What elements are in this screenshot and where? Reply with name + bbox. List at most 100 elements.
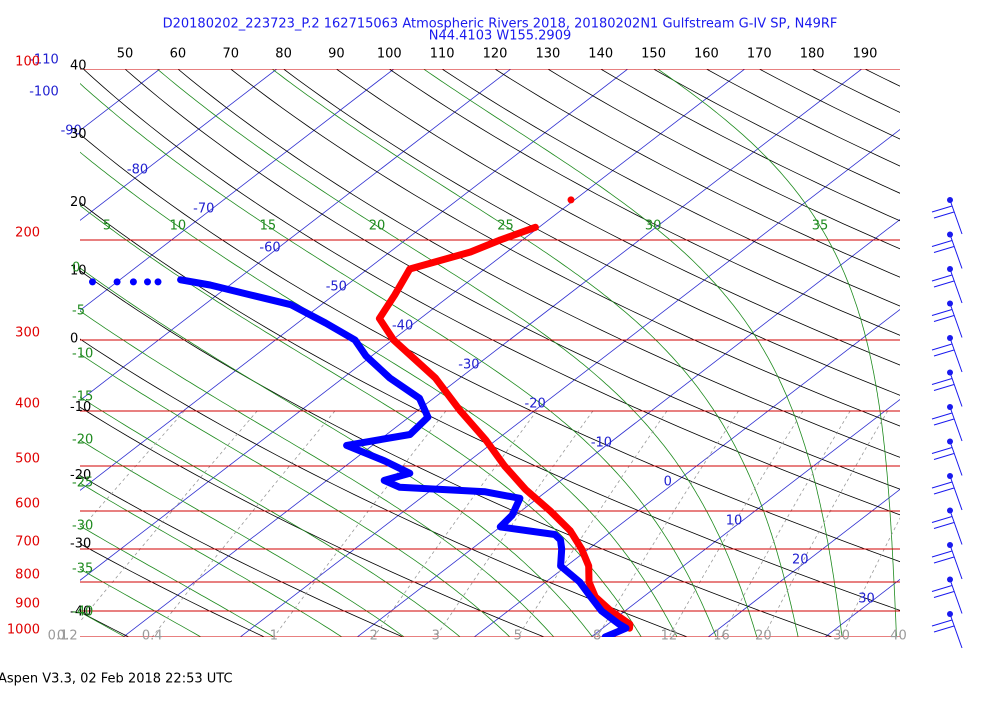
- mixing-ratio-label: 16: [713, 629, 730, 644]
- dry-adiabat-label: 150: [641, 47, 666, 62]
- barb-dot: [947, 232, 953, 238]
- barb-flag: [932, 413, 952, 419]
- barb-flag: [932, 310, 952, 316]
- dry-adiabat-label: 180: [800, 47, 825, 62]
- barb-flag: [932, 206, 952, 212]
- moist-adiabat-label: -25: [72, 476, 93, 491]
- dry-adiabat: [0, 69, 291, 649]
- pressure-label: 700: [15, 535, 40, 550]
- barb-dot: [947, 508, 953, 514]
- dry-adiabat-label: 110: [430, 47, 455, 62]
- dry-adiabat-label: 70: [222, 47, 239, 62]
- sounding-profile: [379, 200, 630, 628]
- isotherm-label: -10: [591, 436, 612, 451]
- isotherm-label: -60: [259, 241, 280, 256]
- barb-staff: [950, 476, 962, 510]
- moist-adiabat-label: -40: [72, 605, 93, 620]
- dry-adiabat-label: 160: [694, 47, 719, 62]
- barb-flag: [934, 385, 954, 391]
- mixing-ratio-label: 5: [514, 629, 522, 644]
- moist-adiabat-label: 35: [812, 219, 829, 234]
- barb-flag: [934, 454, 954, 460]
- barb-flag: [932, 620, 952, 626]
- barb-dot: [947, 266, 953, 272]
- mixing-ratio-label: 12: [661, 629, 678, 644]
- dry-adiabat-label: 0: [70, 332, 78, 347]
- isotherm-label: -40: [392, 319, 413, 334]
- moist-adiabat-label: -30: [72, 519, 93, 534]
- dry-adiabat-label: 30: [70, 127, 87, 142]
- isotherm-label: -100: [29, 85, 59, 100]
- barb-flag: [934, 350, 954, 356]
- dry-adiabat-label: -30: [70, 536, 91, 551]
- barb-flag: [934, 247, 954, 253]
- barb-flag: [934, 419, 954, 425]
- barb-flag: [932, 586, 952, 592]
- barb-staff: [950, 338, 962, 372]
- barb-flag: [932, 517, 952, 523]
- pressure-label: 300: [15, 326, 40, 341]
- dry-adiabat-label: 40: [70, 59, 87, 74]
- barb-flag: [932, 551, 952, 557]
- moist-adiabat-label: 10: [170, 219, 187, 234]
- moist-adiabat: [0, 68, 648, 648]
- barb-dot: [947, 335, 953, 341]
- mixing-ratio-label: 0.4: [142, 629, 163, 644]
- moist-adiabat-label: 30: [645, 219, 662, 234]
- moist-adiabat-label: 20: [369, 219, 386, 234]
- dry-adiabat: [9, 69, 1000, 649]
- dry-adiabat: [0, 69, 720, 649]
- barb-staff: [950, 442, 962, 476]
- moist-adiabat-label: 15: [260, 219, 277, 234]
- moist-adiabat-label: 5: [103, 219, 111, 234]
- barb-flag: [934, 557, 954, 563]
- barb-dot: [947, 197, 953, 203]
- pressure-label: 100: [15, 55, 40, 70]
- barb-staff: [950, 580, 962, 614]
- barb-staff: [950, 614, 962, 648]
- dry-adiabat-label: 100: [377, 47, 402, 62]
- barb-staff: [950, 304, 962, 338]
- barb-flag: [934, 523, 954, 529]
- diagram-grid: [0, 67, 1000, 649]
- barb-dot: [947, 473, 953, 479]
- barb-flag: [934, 488, 954, 494]
- pressure-label: 900: [15, 597, 40, 612]
- mixing-ratio-label: 8: [593, 629, 601, 644]
- moist-adiabat-label: -5: [72, 304, 85, 319]
- isotherm: [0, 69, 394, 637]
- dry-adiabat-label: 130: [535, 47, 560, 62]
- mixing-ratio-line: [597, 411, 738, 637]
- barb-staff: [950, 511, 962, 545]
- isotherm-label: 0: [664, 475, 672, 490]
- isotherm-label: 10: [726, 514, 743, 529]
- barb-flag: [934, 316, 954, 322]
- mixing-ratio-label: 0.2: [57, 629, 78, 644]
- pressure-label: 500: [15, 452, 40, 467]
- dry-adiabat-label: 190: [853, 47, 878, 62]
- moist-adiabat-label: -35: [72, 562, 93, 577]
- barb-staff: [950, 269, 962, 303]
- barb-flag: [934, 212, 954, 218]
- dry-adiabat: [389, 69, 1000, 649]
- moist-adiabat-label: -10: [72, 347, 93, 362]
- isotherm-label: -80: [127, 163, 148, 178]
- barb-staff: [950, 373, 962, 407]
- isotherm-label: -70: [193, 202, 214, 217]
- mixing-ratio-label: 1: [270, 629, 278, 644]
- moist-adiabat: [0, 69, 359, 649]
- barb-dot: [947, 404, 953, 410]
- dry-adiabat: [548, 69, 1000, 649]
- moist-adiabat: [0, 68, 220, 648]
- mixing-ratio-label: 20: [755, 629, 772, 644]
- barb-staff: [950, 545, 962, 579]
- barb-flag: [932, 275, 952, 281]
- isotherm: [825, 69, 1000, 637]
- moist-adiabat: [0, 68, 418, 648]
- chart-subtitle: N44.4103 W155.2909: [429, 29, 572, 44]
- barb-dot: [947, 542, 953, 548]
- dry-adiabat: [812, 69, 1000, 649]
